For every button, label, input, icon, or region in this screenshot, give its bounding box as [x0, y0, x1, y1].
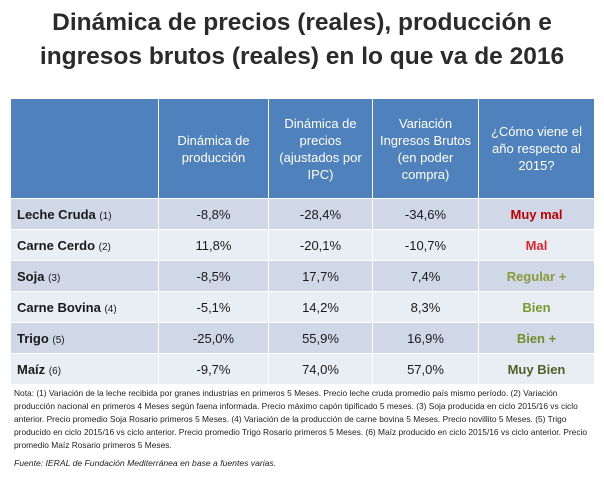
product-name: Leche Cruda: [17, 206, 96, 222]
table-row: Trigo (5) -25,0% 55,9% 16,9% Bien +: [10, 322, 595, 354]
precios-cell: -28,4%: [268, 198, 373, 230]
table-row: Carne Bovina (4) -5,1% 14,2% 8,3% Bien: [10, 291, 595, 323]
evaluacion-cell: Regular +: [478, 260, 595, 292]
ingresos-cell: -34,6%: [372, 198, 479, 230]
evaluacion-cell: Muy Bien: [478, 353, 595, 385]
table-header-row: Dinámica de producción Dinámica de preci…: [10, 98, 595, 199]
product-name: Soja: [17, 268, 45, 284]
product-name: Carne Bovina: [17, 299, 101, 315]
header-precios: Dinámica de precios (ajustados por IPC): [268, 98, 373, 199]
product-note: (5): [52, 334, 65, 346]
produccion-cell: -25,0%: [158, 322, 269, 354]
product-cell: Carne Bovina (4): [10, 291, 159, 323]
table-row: Soja (3) -8,5% 17,7% 7,4% Regular +: [10, 260, 595, 292]
product-cell: Carne Cerdo (2): [10, 229, 159, 261]
precios-cell: 74,0%: [268, 353, 373, 385]
header-corner: [10, 98, 159, 199]
precios-cell: -20,1%: [268, 229, 373, 261]
title-line-2: ingresos brutos (reales) en lo que va de…: [39, 43, 565, 70]
header-evaluacion: ¿Cómo viene el año respecto al 2015?: [478, 98, 595, 199]
product-cell: Trigo (5): [10, 322, 159, 354]
ingresos-cell: -10,7%: [372, 229, 479, 261]
product-name: Trigo: [17, 330, 49, 346]
ingresos-cell: 57,0%: [372, 353, 479, 385]
precios-cell: 14,2%: [268, 291, 373, 323]
produccion-cell: -8,8%: [158, 198, 269, 230]
product-cell: Soja (3): [10, 260, 159, 292]
produccion-cell: 11,8%: [158, 229, 269, 261]
table-row: Leche Cruda (1) -8,8% -28,4% -34,6% Muy mal: [10, 198, 595, 230]
evaluacion-cell: Bien +: [478, 322, 595, 354]
product-note: (2): [98, 241, 111, 253]
table-row: Carne Cerdo (2) 11,8% -20,1% -10,7% Mal: [10, 229, 595, 261]
produccion-cell: -8,5%: [158, 260, 269, 292]
product-note: (6): [48, 365, 62, 377]
title-line-1: Dinámica de precios (reales), producción…: [52, 9, 552, 36]
product-note: (4): [104, 303, 117, 315]
precios-cell: 55,9%: [268, 322, 373, 354]
produccion-cell: -5,1%: [158, 291, 269, 323]
evaluacion-cell: Bien: [478, 291, 595, 323]
product-name: Carne Cerdo: [17, 237, 96, 253]
produccion-cell: -9,7%: [158, 353, 269, 385]
data-table: Dinámica de producción Dinámica de preci…: [10, 98, 595, 385]
evaluacion-cell: Muy mal: [478, 198, 595, 230]
source-note: Fuente: IERAL de Fundación Mediterránea …: [14, 458, 277, 468]
ingresos-cell: 7,4%: [372, 260, 479, 292]
product-cell: Leche Cruda (1): [10, 198, 159, 230]
page-title: Dinámica de precios (reales), producción…: [0, 6, 604, 74]
precios-cell: 17,7%: [268, 260, 373, 292]
footnotes: Nota: (1) Variación de la leche recibida…: [14, 388, 588, 450]
product-note: (3): [48, 272, 61, 284]
header-ingresos: Variación Ingresos Brutos (en poder comp…: [372, 98, 479, 199]
evaluacion-cell: Mal: [478, 229, 595, 261]
product-note: (1): [99, 210, 112, 222]
product-cell: Maíz (6): [10, 353, 159, 385]
product-name: Maíz: [17, 361, 46, 377]
ingresos-cell: 8,3%: [372, 291, 479, 323]
ingresos-cell: 16,9%: [372, 322, 479, 354]
header-produccion: Dinámica de producción: [158, 98, 269, 199]
table-row: Maíz (6) -9,7% 74,0% 57,0% Muy Bien: [10, 353, 595, 385]
data-table-container: Dinámica de producción Dinámica de preci…: [10, 98, 595, 385]
